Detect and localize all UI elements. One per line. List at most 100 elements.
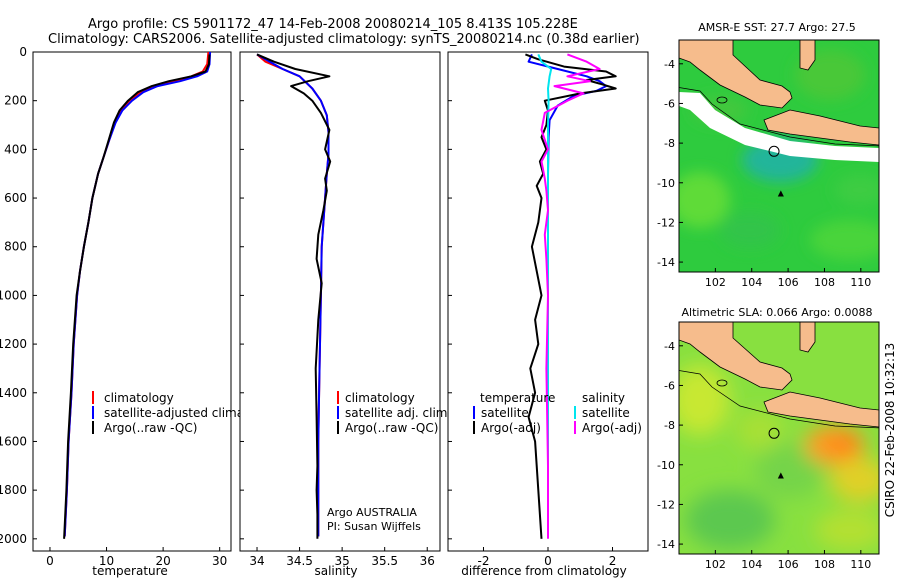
- sst-map-axes: 102 104 106 108 110 -4 -6 -8 -10 -12 -14: [657, 58, 871, 289]
- sla-map-field: ▲: [679, 322, 879, 554]
- depth-tick-label: 1600: [0, 434, 27, 448]
- temperature-series: [63, 52, 212, 539]
- sla-map-title: Altimetric SLA: 0.066 Argo: 0.0088: [681, 306, 872, 319]
- depth-tick-label: 1400: [0, 386, 27, 400]
- depth-tick-label: 1800: [0, 483, 27, 497]
- sst-map-panel: AMSR-E SST: 27.7 Argo: 27.5 ▲ 102 104 106 1…: [657, 21, 880, 289]
- temperature-axes-frame: [32, 51, 232, 552]
- sla-previous-position-marker: ▲: [778, 471, 785, 480]
- legend-title-salinity: salinity: [582, 391, 625, 405]
- depth-tick-label: 1000: [0, 288, 27, 302]
- difference-panel: -2 0 2 difference from climatology tempera…: [447, 51, 649, 578]
- legend-label-temp-satellite: satellite: [481, 406, 529, 420]
- depth-tick-label: 400: [4, 142, 27, 156]
- map-x-tick-label: 106: [778, 558, 799, 571]
- x-tick-label: 35.5: [371, 554, 398, 568]
- map-y-tick-label: -8: [664, 137, 675, 150]
- figure-title-line1: Argo profile: CS 5901172_47 14-Feb-2008 …: [88, 17, 578, 32]
- x-tick-label: 0: [544, 554, 552, 568]
- depth-tick-label: 2000: [0, 532, 27, 546]
- legend-label-climatology: climatology: [104, 391, 174, 405]
- x-tick-label: 30: [212, 554, 227, 568]
- sst-java-land: [763, 109, 879, 146]
- map-y-tick-label: -12: [657, 498, 675, 511]
- sst-small-island: [716, 96, 728, 104]
- legend-label-satellite: satellite-adjusted climatology: [104, 406, 282, 420]
- sst-contour: [679, 87, 879, 147]
- series-line-argo: [256, 53, 332, 539]
- difference-series: [525, 53, 617, 539]
- map-y-tick-label: -8: [664, 419, 675, 432]
- legend-label-argo: Argo(..raw -QC): [104, 421, 197, 435]
- map-y-tick-label: -6: [664, 97, 675, 110]
- map-x-tick-label: 108: [814, 558, 835, 571]
- x-tick-label: 35: [334, 554, 349, 568]
- sst-argo-float-marker: [768, 145, 780, 157]
- map-y-tick-label: -4: [664, 58, 675, 71]
- legend-title-temperature: temperature: [480, 391, 555, 405]
- side-timestamp-label: CSIRO 22-Feb-2008 10:32:13: [883, 343, 897, 518]
- salinity-xlabel: salinity: [314, 564, 357, 578]
- map-y-tick-label: -4: [664, 340, 675, 353]
- salinity-legend: climatology satellite adj. clim. Argo(..…: [337, 391, 451, 435]
- legend-label-temp-argo: Argo(-adj): [481, 421, 541, 435]
- temperature-x-axis: 0 10 20 30: [46, 547, 227, 568]
- sla-java-land: [763, 391, 879, 428]
- depth-tick-label: 800: [4, 240, 27, 254]
- temperature-legend: climatology satellite-adjusted climatolo…: [92, 391, 282, 435]
- depth-tick-label: 1200: [0, 337, 27, 351]
- depth-axis: 0 200 400 600 800 1000 1200 1400 1600 1800 2000: [0, 45, 37, 546]
- x-tick-label: 36: [420, 554, 435, 568]
- map-x-tick-label: 104: [741, 558, 762, 571]
- sla-map-frame: [678, 321, 880, 555]
- map-y-tick-label: -10: [657, 459, 675, 472]
- map-x-tick-label: 108: [814, 276, 835, 289]
- x-tick-label: 2: [609, 554, 617, 568]
- depth-tick-label: 0: [19, 45, 27, 59]
- map-x-tick-label: 110: [850, 558, 871, 571]
- sst-sumatra-land: [679, 40, 793, 109]
- sst-map-field: ▲: [679, 40, 879, 272]
- x-tick-label: 34.5: [286, 554, 313, 568]
- map-y-tick-label: -14: [657, 538, 675, 551]
- depth-tick-label: 200: [4, 94, 27, 108]
- sla-field-patches: [679, 365, 879, 550]
- map-x-tick-label: 110: [850, 276, 871, 289]
- sla-small-island: [716, 379, 728, 387]
- sst-map-title: AMSR-E SST: 27.7 Argo: 27.5: [698, 21, 856, 34]
- legend-label-sal-satellite: satellite: [582, 406, 630, 420]
- sst-island-land: [799, 40, 816, 71]
- map-y-tick-label: -6: [664, 379, 675, 392]
- map-x-tick-label: 104: [741, 276, 762, 289]
- sst-map-frame: [678, 39, 880, 273]
- series-line-sal-satellite: [537, 53, 553, 537]
- salinity-axes-frame: [239, 51, 441, 552]
- x-tick-label: -2: [477, 554, 489, 568]
- difference-x-axis: -2 0 2: [448, 51, 617, 568]
- legend-label-sal-argo: Argo(-adj): [582, 421, 642, 435]
- map-y-tick-label: -14: [657, 256, 675, 269]
- temperature-xlabel: temperature: [92, 564, 167, 578]
- map-y-tick-label: -10: [657, 177, 675, 190]
- sla-map-axes: 102 104 106 108 110 -4 -6 -8 -10 -12 -14: [657, 340, 871, 571]
- sla-map-panel: Altimetric SLA: 0.066 Argo: 0.0088 ▲ 102: [657, 306, 880, 571]
- x-tick-label: 0: [46, 554, 54, 568]
- sla-island-land: [799, 322, 816, 353]
- annotation-pi: PI: Susan Wijffels: [327, 520, 421, 533]
- series-line-sal-argo: [540, 53, 601, 539]
- salinity-series: [256, 53, 332, 539]
- sla-argo-float-marker: [768, 427, 780, 439]
- map-y-tick-label: -12: [657, 216, 675, 229]
- series-line-argo: [63, 54, 211, 539]
- sla-contour: [679, 370, 879, 429]
- salinity-x-axis: 34 34.5 35 35.5 36: [240, 51, 435, 568]
- map-x-tick-label: 102: [705, 276, 726, 289]
- temperature-panel: 0 200 400 600 800 1000 1200 1400 1600 1800 2000 0 1…: [0, 45, 282, 578]
- difference-xlabel: difference from climatology: [461, 564, 627, 578]
- map-x-tick-label: 106: [778, 276, 799, 289]
- sst-previous-position-marker: ▲: [778, 189, 785, 198]
- sla-sumatra-land: [679, 322, 793, 391]
- difference-legend: temperature salinity satellite Argo(-adj…: [473, 391, 642, 435]
